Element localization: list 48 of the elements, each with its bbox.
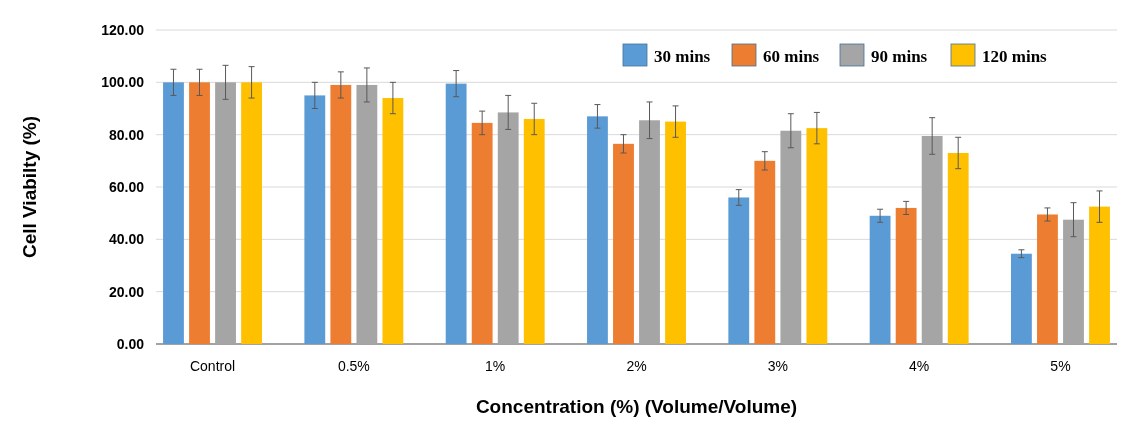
bar <box>382 98 404 344</box>
x-axis-title: Concentration (%) (Volume/Volume) <box>475 396 798 417</box>
bar <box>523 118 545 344</box>
bar <box>947 152 969 344</box>
x-tick-label: 2% <box>626 358 647 374</box>
bar <box>806 128 828 344</box>
bar <box>665 121 686 344</box>
bar <box>613 143 634 344</box>
y-tick-label: 60.00 <box>108 178 145 195</box>
bar <box>189 82 210 344</box>
bar <box>304 95 326 344</box>
bar <box>330 84 352 344</box>
bar <box>163 82 184 344</box>
bar <box>215 82 236 344</box>
bar <box>754 160 776 344</box>
y-tick-label: 20.00 <box>108 283 145 300</box>
y-tick-label: 80.00 <box>108 126 145 143</box>
bar <box>587 116 608 344</box>
bar <box>639 120 660 344</box>
bar <box>895 207 917 344</box>
y-tick-label: 100.00 <box>101 74 145 91</box>
x-tick-label: 3% <box>767 358 788 374</box>
bar <box>1037 214 1058 344</box>
legend-label: 90 mins <box>871 47 928 66</box>
bar <box>497 112 519 344</box>
bar <box>471 122 493 344</box>
bar <box>921 135 943 344</box>
bar <box>780 130 802 344</box>
bar <box>241 82 262 344</box>
x-tick-label: Control <box>189 358 236 374</box>
x-tick-label: 0.5% <box>337 358 370 374</box>
x-tick-label: 1% <box>485 358 506 374</box>
legend-label: 120 mins <box>982 47 1048 66</box>
x-tick-label: 4% <box>909 358 930 374</box>
y-tick-label: 120.00 <box>101 21 145 38</box>
y-tick-label: 40.00 <box>108 231 145 248</box>
legend-label: 60 mins <box>763 47 820 66</box>
y-axis-title: Cell Viabilty (%) <box>19 115 40 259</box>
x-tick-label: 5% <box>1050 358 1071 374</box>
bar <box>1089 206 1110 344</box>
bar <box>1063 219 1084 344</box>
legend-label: 30 mins <box>654 47 711 66</box>
bar <box>356 84 378 344</box>
bar <box>445 83 467 344</box>
bar <box>728 197 750 344</box>
bar <box>869 215 891 344</box>
bar <box>1011 253 1032 344</box>
y-tick-label: 0.00 <box>116 335 145 352</box>
